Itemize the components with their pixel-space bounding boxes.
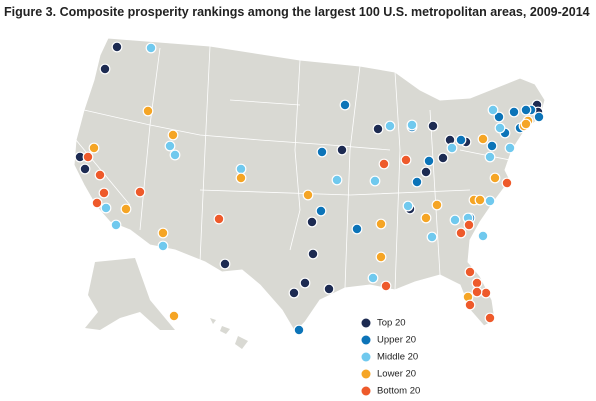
figure-title: Figure 3. Composite prosperity rankings … <box>4 5 590 19</box>
legend-swatch <box>361 318 371 328</box>
metro-dot <box>235 172 247 184</box>
metro-dot <box>493 111 505 123</box>
hawaii <box>210 318 248 349</box>
metro-dot <box>487 104 499 116</box>
metro-dot <box>520 118 532 130</box>
metro-dot <box>420 166 432 178</box>
metro-dot <box>380 280 392 292</box>
metro-dot <box>455 227 467 239</box>
metro-dot <box>427 120 439 132</box>
metro-dot <box>406 119 418 131</box>
metro-dot <box>213 213 225 225</box>
metro-dot <box>167 129 179 141</box>
legend-swatch <box>361 386 371 396</box>
metro-dot <box>91 197 103 209</box>
metro-dot <box>157 227 169 239</box>
metro-dot <box>288 287 300 299</box>
legend-label: Top 20 <box>377 318 406 329</box>
metro-dot <box>423 155 435 167</box>
metro-dot <box>489 172 501 184</box>
metro-dot <box>369 175 381 187</box>
metro-dot <box>99 63 111 75</box>
metro-dot <box>100 202 112 214</box>
metro-dot <box>474 194 486 206</box>
alaska <box>85 258 175 330</box>
metro-dot <box>484 312 496 324</box>
metro-dot <box>486 140 498 152</box>
metro-dot <box>372 123 384 135</box>
metro-dot <box>82 151 94 163</box>
metro-dot <box>501 177 513 189</box>
metro-dot <box>315 205 327 217</box>
metro-dot <box>134 186 146 198</box>
metro-dot <box>169 149 181 161</box>
metro-dot <box>464 266 476 278</box>
metro-dot <box>145 42 157 54</box>
metro-dot <box>336 144 348 156</box>
metro-dot <box>111 41 123 53</box>
metro-dot <box>484 151 496 163</box>
metro-dot <box>378 158 390 170</box>
metro-dot <box>375 218 387 230</box>
metro-dot <box>323 283 335 295</box>
legend-swatch <box>361 352 371 362</box>
metro-dot <box>351 223 363 235</box>
metro-dot <box>306 216 318 228</box>
metro-dot <box>168 310 180 322</box>
metro-dot <box>471 286 483 298</box>
metro-dot <box>316 146 328 158</box>
metro-dot <box>477 230 489 242</box>
metro-dot <box>504 142 516 154</box>
metro-dot <box>293 324 305 336</box>
legend: Top 20 Upper 20 Middle 20 Lower 20 Bottom 20 <box>361 318 420 397</box>
metro-dot <box>339 99 351 111</box>
metro-dot <box>88 142 100 154</box>
metro-dot <box>420 212 432 224</box>
metro-dot <box>508 106 520 118</box>
metro-dot <box>157 240 169 252</box>
metro-dot <box>449 214 461 226</box>
metro-dot <box>219 258 231 270</box>
metro-dot <box>120 203 132 215</box>
metro-dot <box>464 299 476 311</box>
metro-dot <box>384 120 396 132</box>
metro-dot <box>411 176 423 188</box>
metro-dot <box>463 219 475 231</box>
metro-dot <box>446 142 458 154</box>
metro-dot <box>402 200 414 212</box>
metro-dot <box>331 174 343 186</box>
legend-swatch <box>361 369 371 379</box>
metro-dot <box>367 272 379 284</box>
metro-dot <box>79 163 91 175</box>
metro-dot <box>400 154 412 166</box>
metro-dot <box>375 251 387 263</box>
legend-label: Middle 20 <box>377 352 418 363</box>
metro-dot <box>520 104 532 116</box>
metro-dot <box>477 133 489 145</box>
metro-dot <box>426 231 438 243</box>
metro-dot <box>164 140 176 152</box>
metro-dot <box>471 277 483 289</box>
metro-dot <box>480 287 492 299</box>
metro-dot <box>299 277 311 289</box>
metro-dot <box>302 189 314 201</box>
metro-dot <box>110 219 122 231</box>
metro-dot <box>142 105 154 117</box>
legend-label: Lower 20 <box>377 369 416 380</box>
legend-label: Bottom 20 <box>377 386 420 397</box>
metro-dots <box>74 41 545 336</box>
metro-dot <box>431 199 443 211</box>
metro-dot <box>437 152 449 164</box>
legend-swatch <box>361 335 371 345</box>
metro-dot <box>533 111 545 123</box>
legend-label: Upper 20 <box>377 335 416 346</box>
metro-dot <box>455 134 467 146</box>
metro-dot <box>98 187 110 199</box>
metro-dot <box>494 122 506 134</box>
metro-dot <box>307 248 319 260</box>
metro-dot <box>235 163 247 175</box>
metro-dot <box>94 169 106 181</box>
metro-dot <box>484 195 496 207</box>
